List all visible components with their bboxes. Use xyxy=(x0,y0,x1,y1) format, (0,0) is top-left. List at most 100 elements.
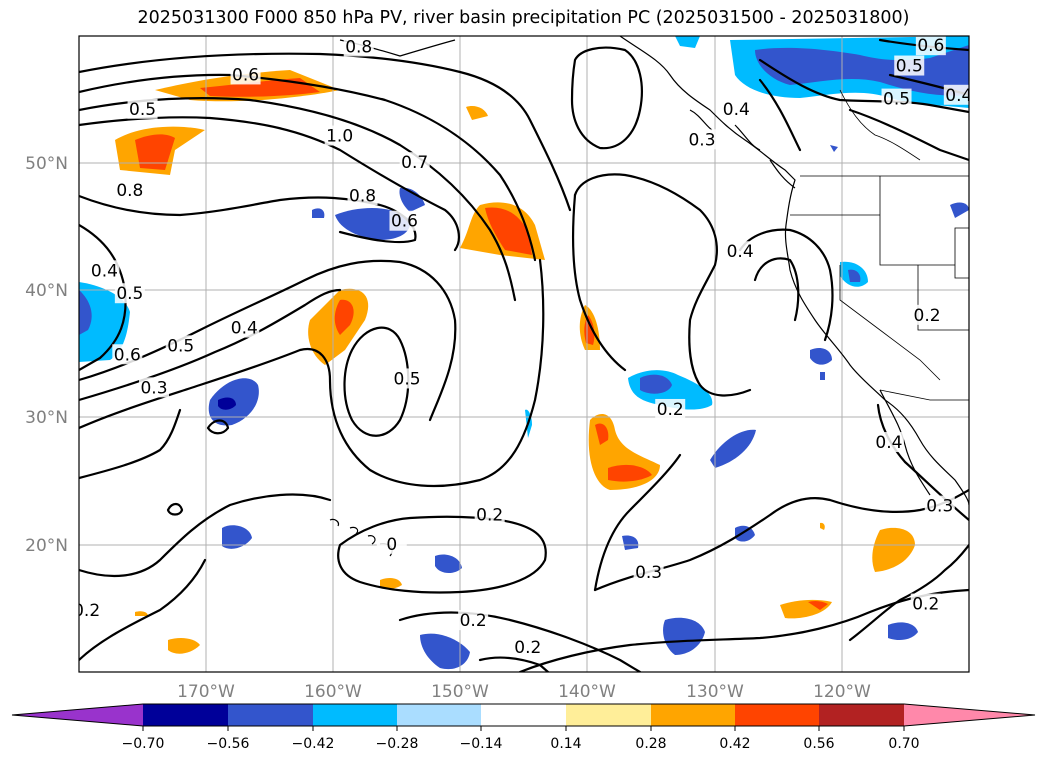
contour-label-bg xyxy=(324,125,355,146)
contour-label: 0.2 xyxy=(914,306,941,326)
contour-label: 0.2 xyxy=(73,601,100,621)
colorbar-segment-4 xyxy=(397,704,481,726)
precip-anomaly-fields xyxy=(79,36,969,670)
lon-tick-170w: 170°W xyxy=(177,682,235,702)
contour-label-bg xyxy=(894,55,925,76)
colorbar: −0.70 −0.56 −0.42 −0.28 −0.14 0.14 0.28 … xyxy=(11,703,1036,752)
contour-label-bg xyxy=(139,377,170,398)
contour-label: 0 xyxy=(386,535,397,555)
colorbar-tick-label: −0.70 xyxy=(122,736,165,752)
contour-label: 0.3 xyxy=(926,497,953,517)
lat-tick-30n: 30°N xyxy=(25,408,68,428)
contour-label-bg xyxy=(873,432,904,453)
contour-label: 0.2 xyxy=(476,506,503,526)
contour-label: 0.6 xyxy=(232,65,259,85)
contour-label: 0.8 xyxy=(349,186,376,206)
contour-label: 0.6 xyxy=(917,36,944,56)
contour-label-bg xyxy=(165,335,196,356)
contour-label-bg xyxy=(943,84,969,105)
contour-label-bg xyxy=(915,36,946,56)
pv-contours xyxy=(79,38,969,672)
contour-label: 0.4 xyxy=(91,261,118,281)
lon-tick-140w: 140°W xyxy=(558,682,616,702)
lon-tick-130w: 130°W xyxy=(686,682,744,702)
contour-label-bg xyxy=(721,98,752,119)
colorbar-tick-label: 0.14 xyxy=(550,736,581,752)
contour-label: 0.2 xyxy=(657,400,684,420)
lat-tick-40n: 40°N xyxy=(25,281,68,301)
colorbar-tick-label: −0.28 xyxy=(376,736,419,752)
lon-tick-labels: 170°W 160°W 150°W 140°W 130°W 120°W xyxy=(177,682,871,702)
colorbar-segment-8 xyxy=(735,704,819,726)
contour-label: 0.4 xyxy=(723,100,750,120)
contour-label: 0.5 xyxy=(116,284,143,304)
contour-label-bg xyxy=(924,495,955,516)
colorbar-tick-label: −0.42 xyxy=(292,736,335,752)
contour-label-bg xyxy=(79,599,102,620)
contour-label-bg xyxy=(687,129,717,150)
contour-label: 0.3 xyxy=(688,130,715,150)
contour-label: 0.8 xyxy=(345,37,372,57)
contour-label-bg xyxy=(512,636,543,657)
lon-tick-120w: 120°W xyxy=(813,682,871,702)
contour-label-bg xyxy=(112,344,143,365)
colorbar-segment-6 xyxy=(566,704,651,726)
contour-label-bg xyxy=(458,610,489,631)
contour-label-bg xyxy=(633,561,664,582)
contour-label-bg xyxy=(114,180,145,201)
contour-label: 0.4 xyxy=(945,86,972,106)
contour-label-bg xyxy=(376,533,407,554)
colorbar-tick-label: 0.56 xyxy=(803,736,834,752)
colorbar-segment-7 xyxy=(651,704,735,726)
contour-label-bg xyxy=(725,241,756,262)
colorbar-tick-label: −0.56 xyxy=(207,736,250,752)
contour-label-bg xyxy=(912,304,943,325)
map-gridlines xyxy=(79,36,969,672)
contour-label: 0.2 xyxy=(912,595,939,615)
contour-labels: 0.60.80.51.00.70.8 0.80.60.40.50.6 0.50.40… xyxy=(73,36,972,658)
colorbar-tick-label: 0.42 xyxy=(719,736,750,752)
coastlines xyxy=(329,36,969,557)
contour-label-bg xyxy=(910,593,941,614)
colorbar-segment-3 xyxy=(313,704,397,726)
contour-label: 0.6 xyxy=(391,212,418,232)
colorbar-under-arrow xyxy=(12,704,143,726)
contour-label-bg xyxy=(229,317,260,338)
contour-label-bg xyxy=(230,64,261,85)
contour-label-bg xyxy=(114,283,145,304)
contour-label-bg xyxy=(89,260,120,281)
lon-tick-160w: 160°W xyxy=(304,682,362,702)
contour-label: 0.6 xyxy=(114,345,141,365)
contour-label-bg xyxy=(347,185,378,206)
contour-label-bg xyxy=(389,210,420,231)
lat-tick-50n: 50°N xyxy=(25,154,68,174)
contour-label: 1.0 xyxy=(326,126,353,146)
lat-tick-labels: 50°N 40°N 30°N 20°N xyxy=(25,154,68,556)
colorbar-over-arrow xyxy=(904,704,1035,726)
contour-label: 0.7 xyxy=(401,153,428,173)
contour-label-bg xyxy=(474,504,505,525)
plot-area: 0.60.80.51.00.70.8 0.80.60.40.50.6 0.50.40… xyxy=(73,36,972,672)
contour-label: 0.4 xyxy=(875,433,902,453)
contour-label: 0.2 xyxy=(514,638,541,658)
colorbar-tick-label: 0.70 xyxy=(888,736,919,752)
contour-label: 0.8 xyxy=(116,181,143,201)
colorbar-segment-5 xyxy=(481,704,566,726)
contour-label-bg xyxy=(343,36,374,57)
colorbar-segment-9 xyxy=(819,704,904,726)
contour-label: 0.3 xyxy=(140,378,167,398)
map-title: 2025031300 F000 850 hPa PV, river basin … xyxy=(137,8,910,28)
contour-label: 0.2 xyxy=(460,611,487,631)
political-borders xyxy=(790,89,969,401)
contour-label: 0.5 xyxy=(896,57,923,77)
contour-label: 0.5 xyxy=(167,336,194,356)
contour-label: 0.5 xyxy=(394,369,421,389)
plot-frame xyxy=(78,35,970,673)
contour-label: 0.5 xyxy=(129,100,156,120)
contour-label-bg xyxy=(881,88,912,109)
contour-label-bg xyxy=(655,398,686,419)
colorbar-tick-label: −0.14 xyxy=(460,736,503,752)
contour-label-bg xyxy=(127,98,158,119)
colorbar-segment-1 xyxy=(143,704,228,726)
